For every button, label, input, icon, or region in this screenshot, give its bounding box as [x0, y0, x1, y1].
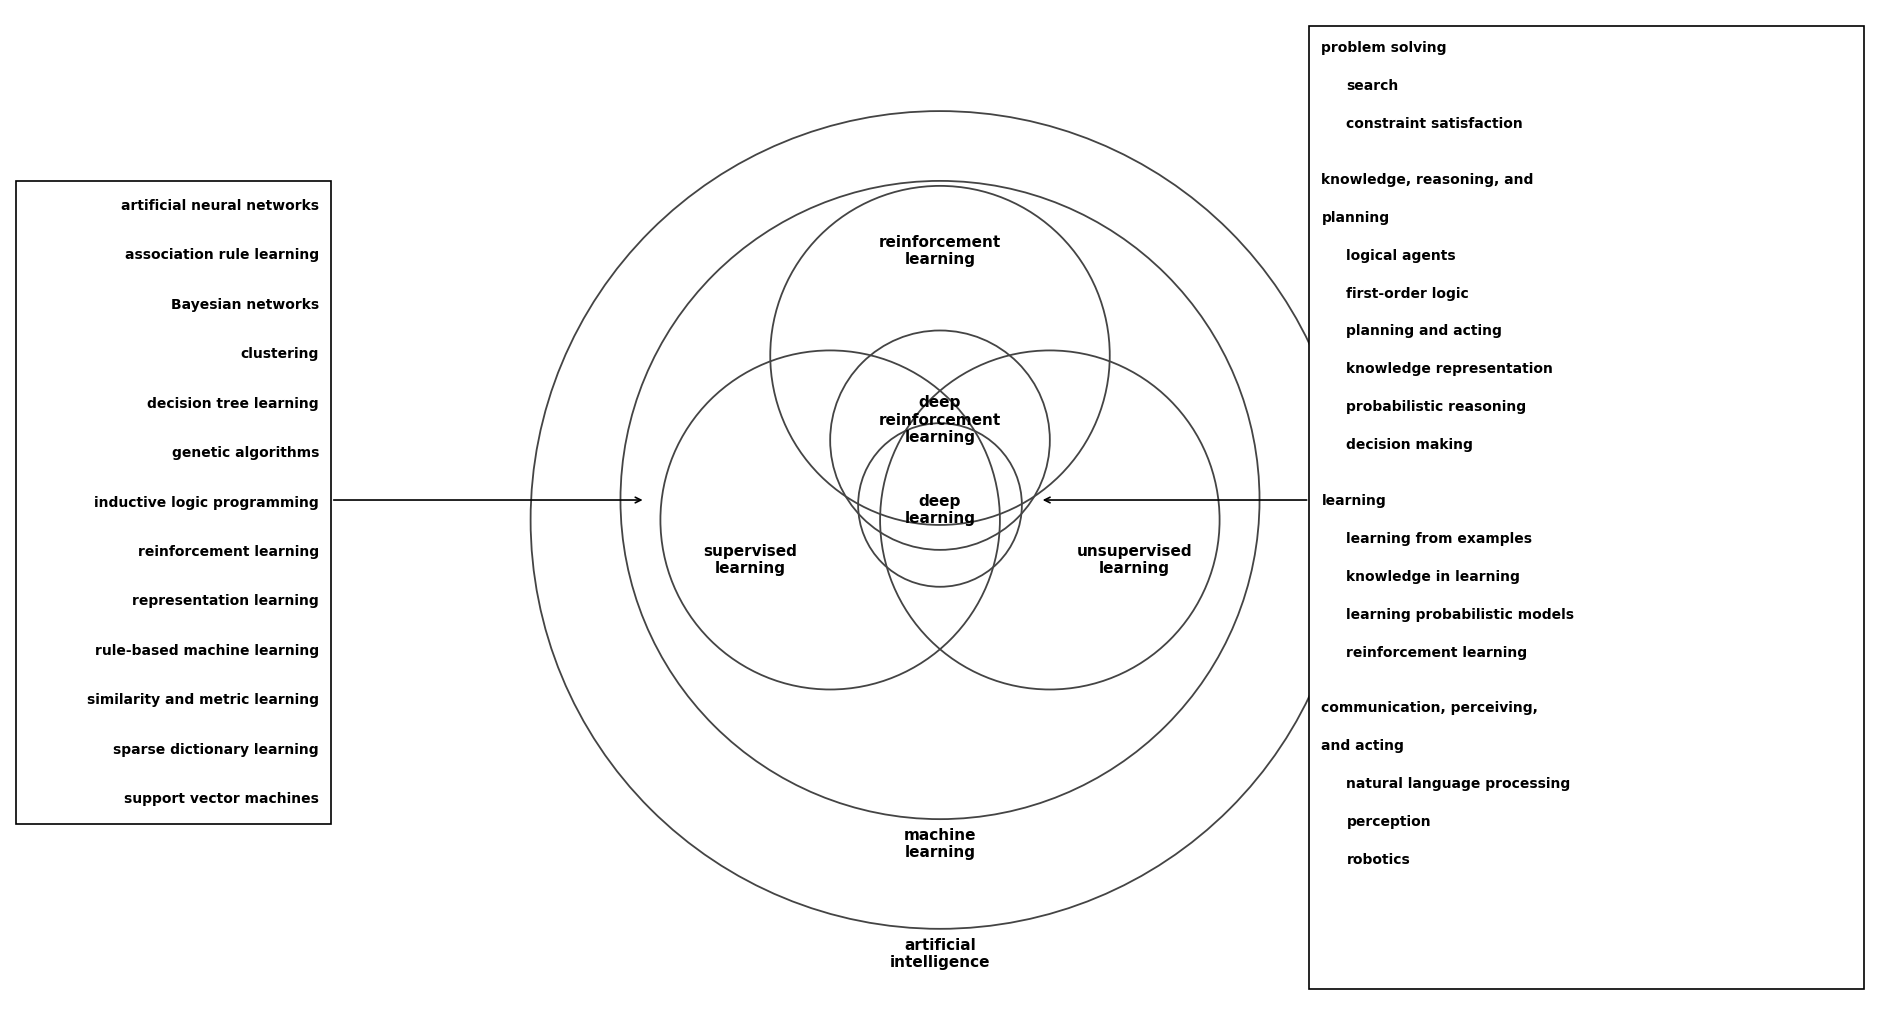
- Text: first-order logic: first-order logic: [1346, 287, 1470, 301]
- Text: clustering: clustering: [241, 347, 318, 362]
- Text: knowledge representation: knowledge representation: [1346, 363, 1553, 377]
- Text: similarity and metric learning: similarity and metric learning: [87, 693, 318, 707]
- Text: deep
learning: deep learning: [905, 494, 975, 526]
- Text: support vector machines: support vector machines: [124, 792, 318, 806]
- Text: artificial neural networks: artificial neural networks: [120, 199, 318, 213]
- Text: learning from examples: learning from examples: [1346, 532, 1532, 546]
- Text: unsupervised
learning: unsupervised learning: [1077, 543, 1193, 576]
- Text: and acting: and acting: [1321, 739, 1404, 753]
- Text: reinforcement learning: reinforcement learning: [137, 545, 318, 559]
- Text: planning: planning: [1321, 211, 1389, 225]
- Text: logical agents: logical agents: [1346, 248, 1457, 263]
- Text: artificial
intelligence: artificial intelligence: [890, 937, 990, 970]
- Text: representation learning: representation learning: [132, 595, 318, 608]
- Text: knowledge in learning: knowledge in learning: [1346, 570, 1521, 584]
- Text: supervised
learning: supervised learning: [704, 543, 798, 576]
- Text: genetic algorithms: genetic algorithms: [171, 446, 318, 461]
- Text: learning: learning: [1321, 494, 1387, 508]
- Text: communication, perceiving,: communication, perceiving,: [1321, 701, 1538, 715]
- FancyBboxPatch shape: [1310, 26, 1863, 989]
- Text: sparse dictionary learning: sparse dictionary learning: [113, 742, 318, 756]
- Text: decision tree learning: decision tree learning: [147, 397, 318, 411]
- Text: problem solving: problem solving: [1321, 41, 1447, 56]
- Text: Bayesian networks: Bayesian networks: [171, 298, 318, 312]
- FancyBboxPatch shape: [17, 181, 331, 824]
- Text: constraint satisfaction: constraint satisfaction: [1346, 117, 1523, 131]
- Text: association rule learning: association rule learning: [124, 248, 318, 263]
- Text: deep
reinforcement
learning: deep reinforcement learning: [879, 395, 1001, 445]
- Text: machine
learning: machine learning: [903, 828, 977, 861]
- Text: inductive logic programming: inductive logic programming: [94, 496, 318, 509]
- Text: perception: perception: [1346, 815, 1430, 829]
- Text: search: search: [1346, 79, 1398, 93]
- Text: reinforcement
learning: reinforcement learning: [879, 234, 1001, 267]
- Text: natural language processing: natural language processing: [1346, 778, 1571, 791]
- Text: planning and acting: planning and acting: [1346, 324, 1502, 338]
- Text: reinforcement learning: reinforcement learning: [1346, 645, 1528, 660]
- Text: robotics: robotics: [1346, 853, 1410, 867]
- Text: rule-based machine learning: rule-based machine learning: [94, 643, 318, 658]
- Text: probabilistic reasoning: probabilistic reasoning: [1346, 400, 1526, 414]
- Text: decision making: decision making: [1346, 438, 1474, 452]
- Text: knowledge, reasoning, and: knowledge, reasoning, and: [1321, 173, 1534, 187]
- Text: learning probabilistic models: learning probabilistic models: [1346, 608, 1575, 622]
